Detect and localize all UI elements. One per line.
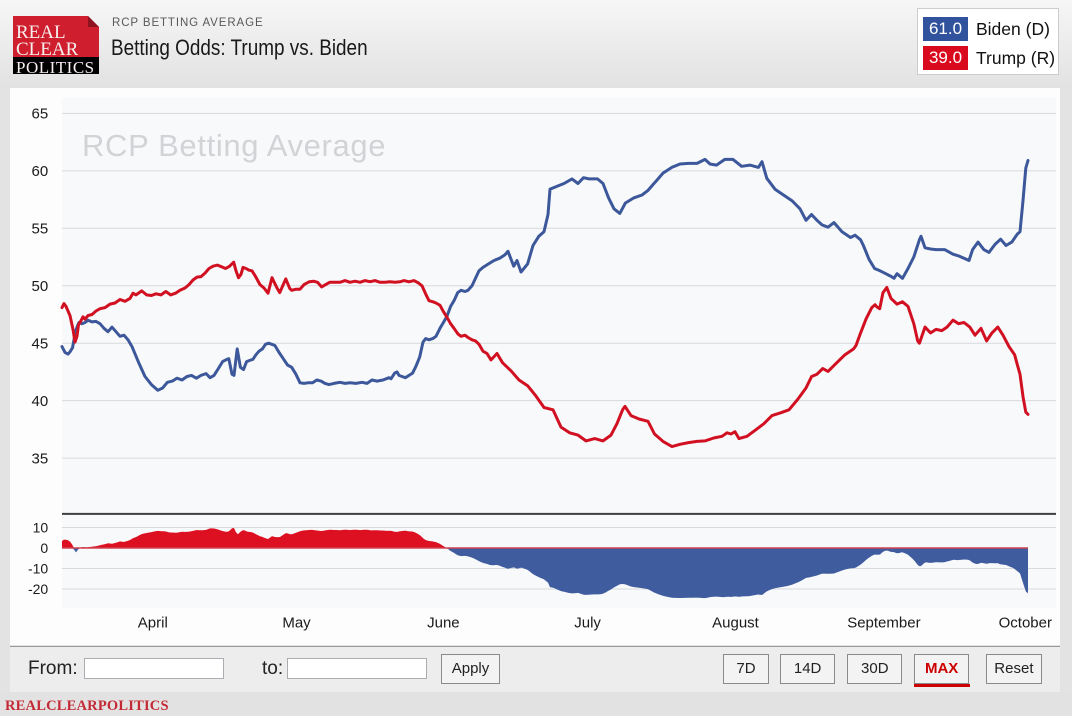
svg-text:0: 0 bbox=[40, 540, 48, 556]
svg-text:RCP Betting Average: RCP Betting Average bbox=[82, 128, 386, 163]
svg-text:50: 50 bbox=[32, 278, 49, 295]
svg-text:40: 40 bbox=[32, 393, 49, 410]
svg-text:June: June bbox=[427, 614, 460, 631]
svg-text:October: October bbox=[999, 614, 1052, 631]
svg-text:60: 60 bbox=[32, 163, 49, 180]
svg-text:45: 45 bbox=[32, 335, 49, 352]
svg-text:55: 55 bbox=[32, 221, 49, 238]
svg-text:July: July bbox=[574, 614, 601, 631]
svg-text:April: April bbox=[138, 614, 168, 631]
svg-text:35: 35 bbox=[32, 450, 49, 467]
svg-text:-10: -10 bbox=[28, 560, 48, 576]
svg-text:August: August bbox=[712, 614, 760, 631]
svg-text:65: 65 bbox=[32, 106, 49, 123]
svg-text:-20: -20 bbox=[28, 581, 48, 597]
svg-text:September: September bbox=[847, 614, 920, 631]
svg-text:May: May bbox=[282, 614, 311, 631]
svg-text:10: 10 bbox=[33, 519, 49, 535]
